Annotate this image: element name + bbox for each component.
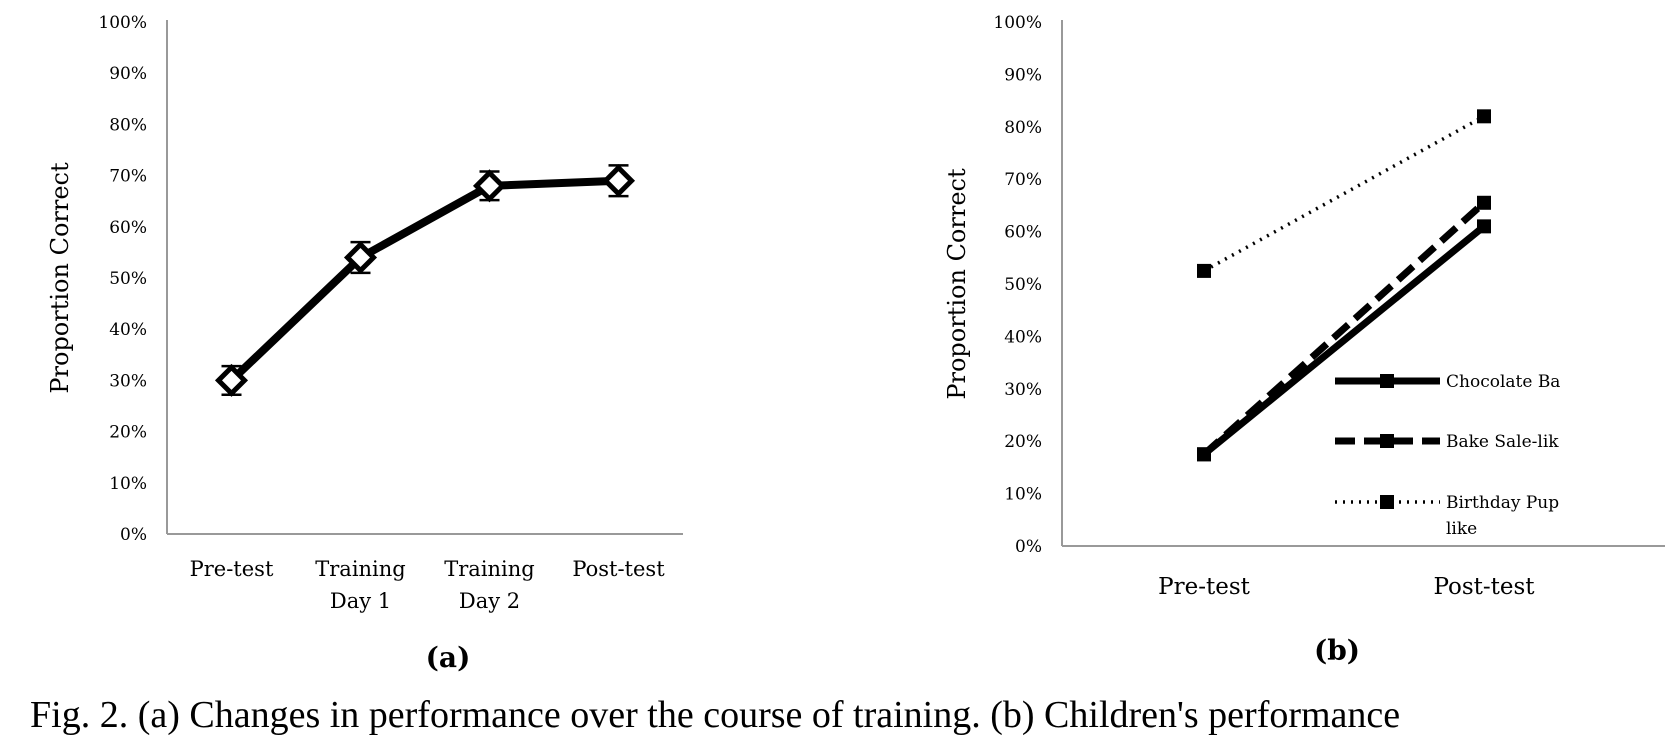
data-point-marker [1477,195,1491,210]
legend-swatch-marker [1380,434,1394,448]
y-tick-label: 30% [1004,380,1042,400]
y-tick-label: 70% [109,167,147,187]
y-tick-label: 0% [120,525,147,545]
data-point-marker [601,164,636,198]
data-point-marker [1197,447,1211,462]
y-axis-title: Proportion Correct [943,168,971,400]
y-tick-label: 20% [1004,432,1042,452]
data-point-marker [1477,219,1491,234]
y-tick-label: 90% [109,64,147,84]
y-tick-label: 40% [1004,327,1042,347]
series-line-dashed [1201,200,1487,457]
y-tick-label: 50% [109,269,147,289]
y-tick-label: 60% [1004,223,1042,243]
x-tick-label: Pre-test [1158,574,1251,600]
legend-label: Bake Sale-lik [1446,432,1559,452]
legend-swatch-marker [1380,374,1394,388]
y-tick-label: 100% [98,13,147,33]
legend-label: Birthday Pup [1446,493,1559,513]
panel-label: (a) [426,641,471,674]
y-tick-label: 90% [1004,65,1042,85]
data-point-marker [1477,109,1491,124]
y-tick-label: 10% [1004,485,1042,505]
y-tick-label: 70% [1004,170,1042,190]
x-tick-label: Post-test [1433,574,1535,600]
x-tick-label: Day 2 [459,589,520,613]
series-line-dotted [1203,114,1485,273]
y-tick-label: 60% [109,218,147,238]
x-tick-label: Post-test [572,557,665,581]
figure-caption: Fig. 2. (a) Changes in performance over … [30,694,1400,736]
y-tick-label: 0% [1015,537,1042,557]
panel-label: (b) [1314,634,1360,667]
legend-label: Chocolate Ba [1446,372,1560,392]
data-point-marker [343,240,378,275]
y-axis-title: Proportion Correct [46,162,74,394]
legend-swatch-marker [1380,495,1394,509]
x-tick-label: Pre-test [190,557,274,581]
panel-a-chart: 0% 10% 20% 30% 40% 50% 60% 70% 80% 90% 100% Proport… [46,13,683,674]
data-point-marker [472,169,507,203]
data-point-marker [214,363,249,397]
data-point-marker [1197,263,1211,278]
y-tick-label: 20% [109,423,147,443]
y-tick-label: 30% [109,371,147,391]
y-tick-label: 10% [109,474,147,494]
y-tick-label: 50% [1004,275,1042,295]
series-line-solid [1201,223,1487,458]
y-tick-label: 80% [109,115,147,135]
panel-b-chart: 0% 10% 20% 30% 40% 50% 60% 70% 80% 90% 100% Proport… [943,13,1665,667]
x-tick-label: Day 1 [330,589,391,613]
series-line [228,176,619,384]
y-tick-label: 80% [1004,118,1042,138]
y-tick-label: 100% [993,13,1042,33]
x-tick-label: Training [444,557,535,581]
legend-label-line2: like [1446,519,1477,539]
x-tick-label: Training [315,557,406,581]
y-tick-label: 40% [109,320,147,340]
